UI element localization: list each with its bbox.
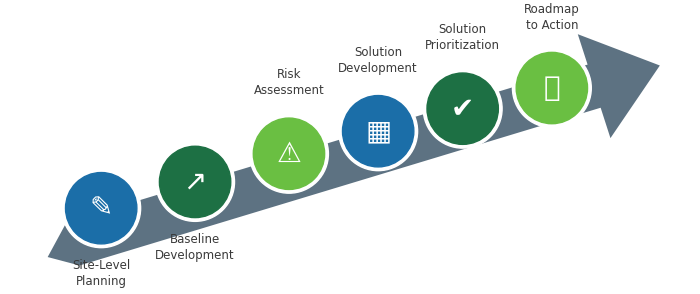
Circle shape (253, 118, 325, 189)
Text: Roadmap
to Action: Roadmap to Action (524, 3, 580, 32)
Text: ✔: ✔ (451, 95, 475, 123)
Text: ⚠: ⚠ (276, 140, 302, 168)
Circle shape (516, 52, 587, 124)
Circle shape (66, 173, 137, 244)
Text: ↗: ↗ (183, 168, 206, 196)
Circle shape (249, 114, 328, 193)
Circle shape (62, 169, 141, 248)
Circle shape (160, 146, 231, 218)
Polygon shape (48, 34, 660, 265)
Circle shape (512, 49, 592, 128)
Text: ✎: ✎ (90, 194, 113, 222)
Text: Risk
Assessment: Risk Assessment (253, 69, 324, 97)
Circle shape (155, 143, 234, 221)
Text: Site-Level
Planning: Site-Level Planning (72, 259, 130, 288)
Text: Solution
Prioritization: Solution Prioritization (425, 23, 500, 52)
Text: ▦: ▦ (365, 117, 391, 145)
Circle shape (339, 92, 418, 171)
Circle shape (424, 69, 502, 148)
Circle shape (342, 96, 414, 167)
Text: ⦿: ⦿ (544, 74, 560, 102)
Text: Baseline
Development: Baseline Development (155, 233, 235, 262)
Text: Solution
Development: Solution Development (338, 46, 418, 75)
Circle shape (427, 73, 498, 144)
